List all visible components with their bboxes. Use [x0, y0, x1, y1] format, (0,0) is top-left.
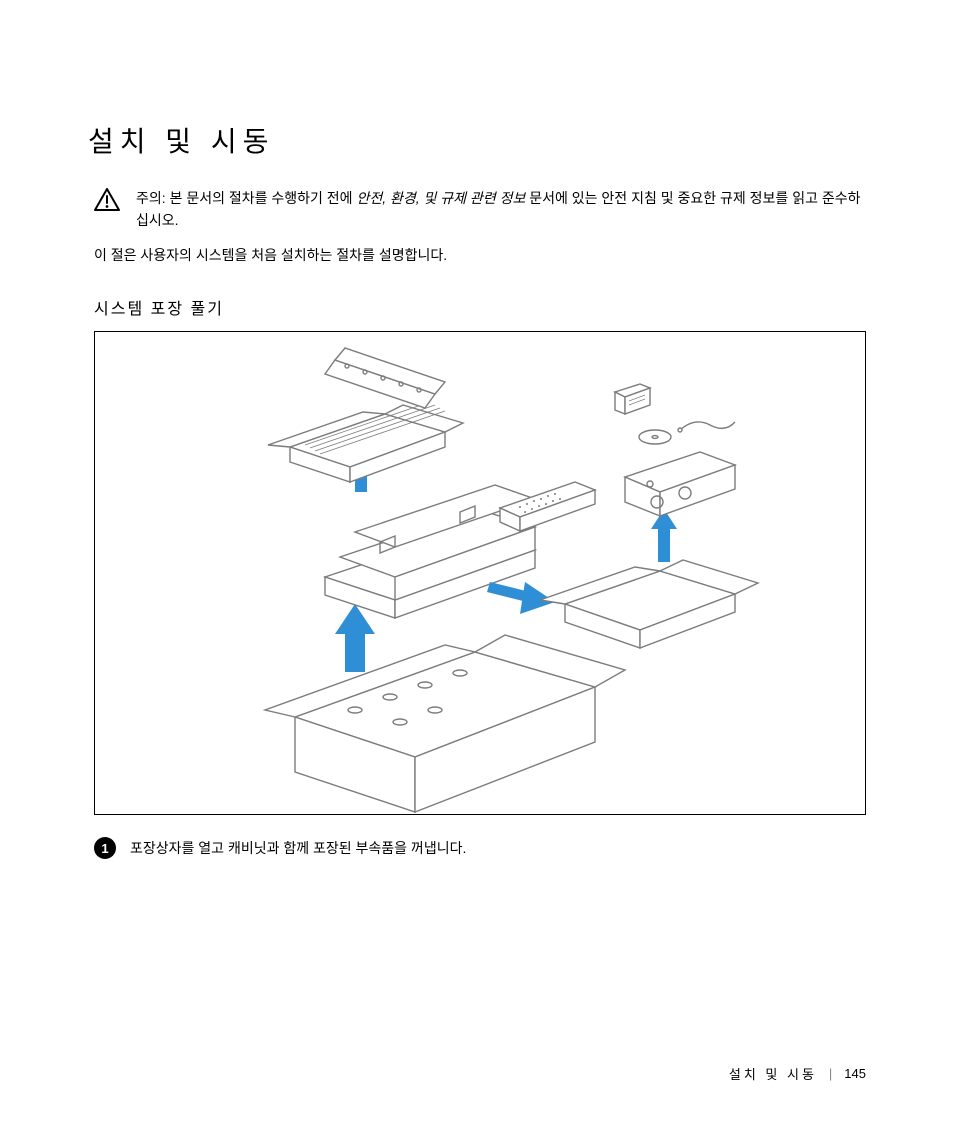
- step-text: 포장상자를 열고 캐비닛과 함께 포장된 부속품을 꺼냅니다.: [130, 838, 466, 858]
- accessory-panel: [625, 452, 735, 516]
- caution-prefix: 주의:: [136, 190, 166, 206]
- warning-icon: [94, 188, 120, 217]
- intro-text: 이 절은 사용자의 시스템을 처음 설치하는 절차를 설명합니다.: [88, 245, 866, 267]
- arrow-up-right: [651, 509, 677, 562]
- shipping-box: [265, 635, 625, 812]
- section-subtitle: 시스템 포장 풀기: [88, 295, 866, 319]
- cable-icon: [678, 422, 735, 432]
- footer-title: 설치 및 시동: [729, 1064, 817, 1083]
- arrow-up-main: [335, 604, 375, 672]
- booklet-icon: [615, 384, 650, 414]
- caution-part1: 본 문서의 절차를 수행하기 전에: [166, 190, 357, 206]
- step-row: 1 포장상자를 열고 캐비닛과 함께 포장된 부속품을 꺼냅니다.: [88, 837, 866, 859]
- front-bezel: [500, 482, 595, 531]
- page-footer: 설치 및 시동 | 145: [729, 1064, 866, 1083]
- cabinet-stack: [325, 485, 535, 618]
- small-box-left: [268, 402, 463, 482]
- unpacking-figure: [94, 331, 866, 815]
- page-container: 설치 및 시동 주의: 본 문서의 절차를 수행하기 전에 안전, 환경, 및 …: [0, 0, 954, 1145]
- caution-block: 주의: 본 문서의 절차를 수행하기 전에 안전, 환경, 및 규제 관련 정보…: [88, 188, 866, 231]
- disc-icon: [639, 430, 671, 444]
- small-box-right: [540, 560, 758, 648]
- footer-divider: |: [829, 1066, 832, 1081]
- main-title: 설치 및 시동: [88, 120, 866, 160]
- footer-page-number: 145: [844, 1066, 866, 1081]
- rail-bracket: [325, 348, 445, 408]
- caution-text: 주의: 본 문서의 절차를 수행하기 전에 안전, 환경, 및 규제 관련 정보…: [136, 188, 866, 231]
- step-number-bullet: 1: [94, 837, 116, 859]
- caution-italic: 안전, 환경, 및 규제 관련 정보: [356, 190, 525, 206]
